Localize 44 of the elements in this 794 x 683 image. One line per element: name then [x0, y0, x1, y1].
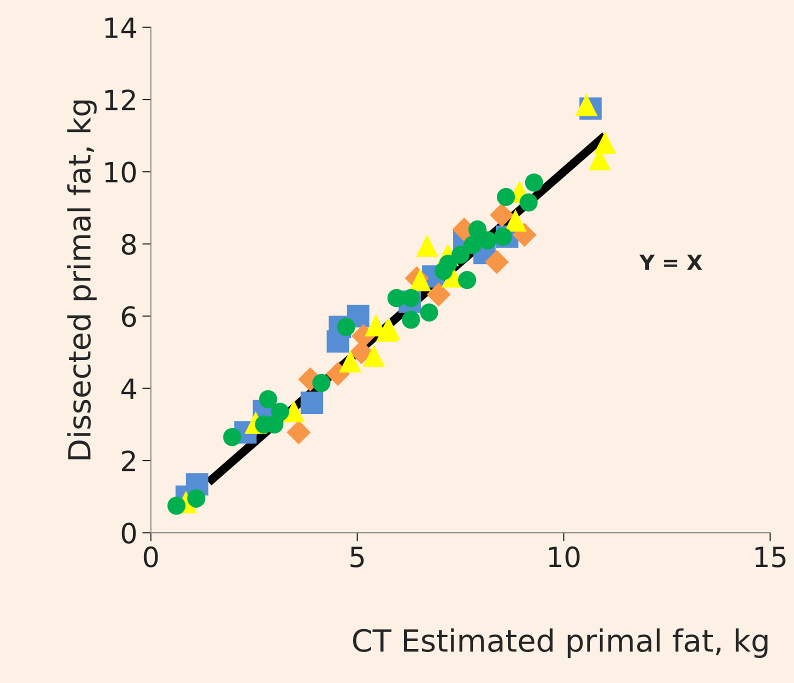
y-tick-label: 12	[105, 89, 135, 110]
x-tick-label: 10	[549, 546, 580, 568]
y-tick-label: 4	[121, 378, 136, 399]
point	[478, 231, 497, 250]
x-tick-label: 0	[144, 546, 158, 568]
point	[259, 390, 278, 408]
point	[426, 282, 451, 306]
point	[167, 496, 186, 515]
x-tick-label: 5	[350, 546, 364, 568]
y-tick-label: 6	[122, 306, 136, 328]
y-tick-label: 10	[105, 162, 136, 183]
point	[223, 428, 242, 446]
point	[575, 94, 598, 116]
point	[451, 246, 470, 264]
y-tick-label: 0	[122, 522, 136, 544]
point	[408, 268, 432, 292]
point	[286, 420, 311, 444]
point	[271, 402, 290, 421]
y-tick-label: 8	[122, 234, 136, 255]
point	[496, 188, 515, 206]
point	[187, 489, 206, 508]
point	[402, 310, 420, 329]
point	[458, 270, 476, 290]
point	[490, 203, 514, 228]
point	[416, 234, 438, 257]
y-axis-title: Dissected primal fat, kg	[67, 100, 97, 460]
point	[520, 193, 538, 212]
point	[339, 350, 362, 372]
point	[524, 174, 544, 192]
annotation: Y = X	[639, 254, 702, 270]
point	[420, 303, 438, 322]
point	[282, 400, 305, 422]
x-tick-label: 15	[756, 546, 786, 568]
point	[484, 250, 509, 274]
point	[463, 236, 482, 254]
point	[504, 209, 527, 232]
x-axis-title: CT Estimated primal fat, kg	[353, 628, 768, 658]
y-tick-label: 14	[105, 18, 136, 38]
point	[468, 220, 487, 239]
y-tick-label: 2	[122, 450, 135, 472]
point	[594, 132, 616, 154]
point	[362, 344, 386, 368]
point	[312, 374, 330, 392]
point	[300, 392, 324, 414]
